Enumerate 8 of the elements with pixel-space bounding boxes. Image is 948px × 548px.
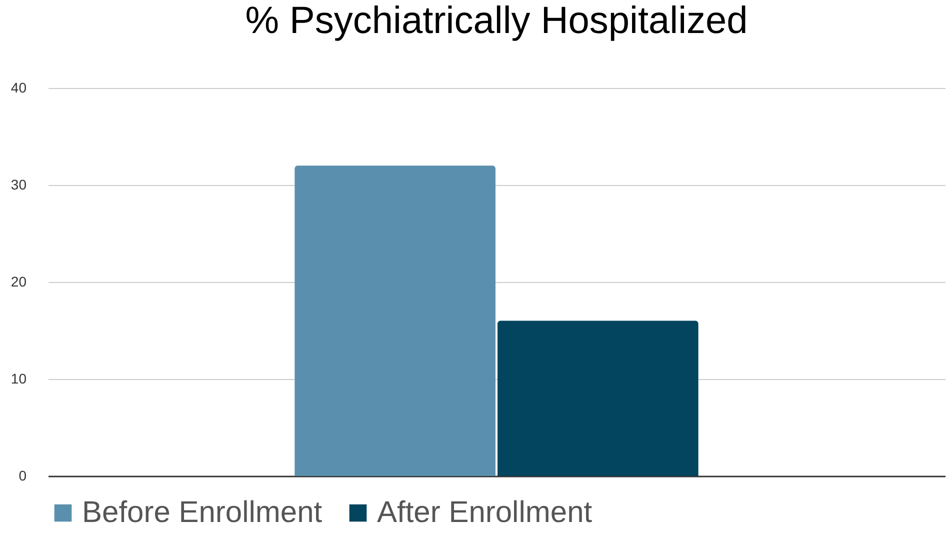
chart-title: % Psychiatrically Hospitalized — [245, 0, 748, 42]
y-tick-label: 10 — [10, 370, 27, 386]
y-tick-label: 40 — [10, 80, 27, 96]
legend-label: Before Enrollment — [82, 496, 323, 529]
y-tick-label: 30 — [10, 176, 27, 192]
legend-label: After Enrollment — [377, 496, 593, 529]
y-tick-label: 20 — [10, 274, 27, 290]
y-tick-label: 0 — [18, 468, 27, 484]
